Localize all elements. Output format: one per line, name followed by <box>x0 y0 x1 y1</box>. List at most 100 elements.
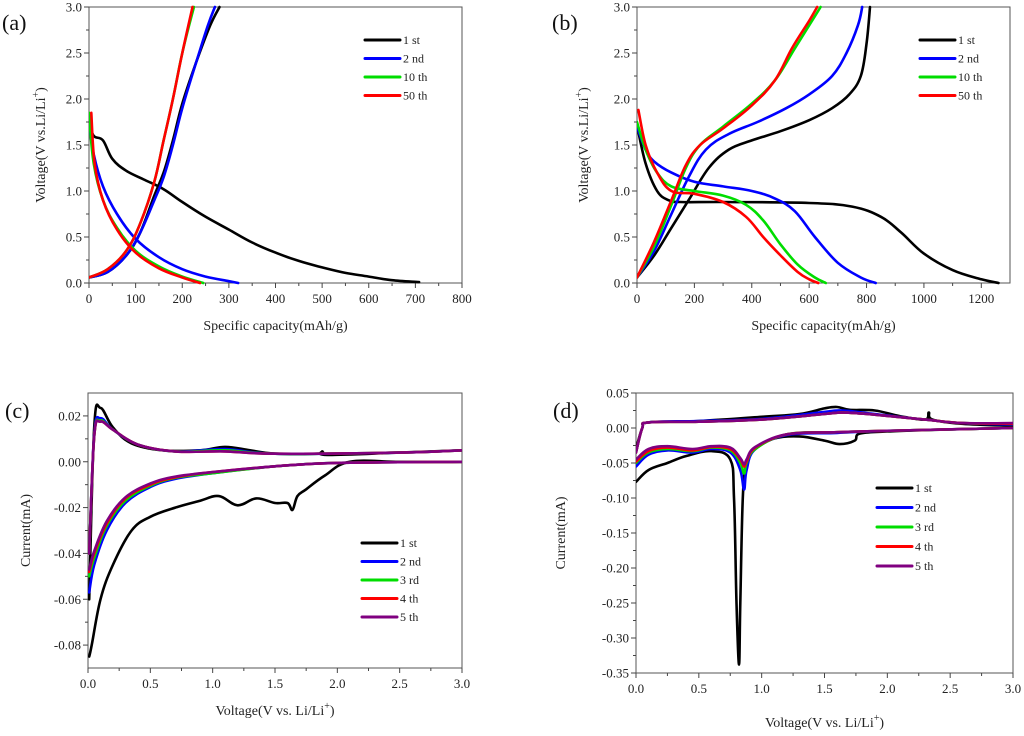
panel-d-x-tick-label: 0.0 <box>628 681 644 696</box>
panel-b-series-2-discharge <box>637 125 877 285</box>
panel-d-y-tick-label: -0.20 <box>602 561 629 576</box>
panel-a-series-4-discharge <box>90 111 202 285</box>
panel-d-x-axis-title: Voltage(V vs. Li/Li+) <box>765 713 884 731</box>
panel-d-series-1-cathodic <box>636 426 1013 666</box>
panel-c-x-tick-label: 2.5 <box>392 676 408 691</box>
panel-a-frame <box>88 6 463 284</box>
panel-b-series-3-charge <box>637 5 822 279</box>
panel-c-series-1-cathodic <box>88 459 462 658</box>
panel-c-y-axis-title: Current(mA) <box>19 494 34 567</box>
panel-a-plot-area <box>89 5 421 285</box>
panel-b-y-tick-label: 0.5 <box>614 230 630 245</box>
panel-b-label: (b) <box>552 10 578 35</box>
panel-c-y-tick-label: -0.08 <box>54 638 81 653</box>
panel-d-series-5-cathodic <box>636 426 1013 466</box>
panel-b-x-tick-label: 600 <box>799 291 819 306</box>
panel-c-legend-label: 5 th <box>400 610 418 624</box>
panel-d-plot-area <box>636 405 1013 666</box>
panel-a-x-axis-title: Specific capacity(mAh/g) <box>203 319 348 334</box>
panel-d-y-tick-label: 0.05 <box>606 386 629 401</box>
panel-b-series-2-charge <box>637 5 864 279</box>
panel-d-y-axis-title: Current(mA) <box>554 496 569 569</box>
panel-c-series-5-cathodic <box>88 460 462 571</box>
panel-b-series-1-charge <box>637 5 872 279</box>
panel-d-x-tick-label: 3.0 <box>1005 681 1021 696</box>
panel-b-x-axis-title: Specific capacity(mAh/g) <box>751 319 896 334</box>
panel-d-legend-label: 4 th <box>915 540 933 554</box>
panel-c-x-tick-label: 0.0 <box>80 676 96 691</box>
panel-d-frame <box>635 392 1014 674</box>
panel-a-y-tick-label: 2.5 <box>66 46 82 61</box>
panel-d-x-tick-label: 2.5 <box>942 681 958 696</box>
panel-c-legend-label: 1 st <box>400 536 418 550</box>
panel-a-series-1-discharge <box>89 120 421 284</box>
panel-c-y-tick-label: 0.00 <box>58 454 81 469</box>
panel-a-series-3-discharge <box>89 111 205 285</box>
panel-a-y-tick-label: 3.0 <box>66 0 82 15</box>
panel-d-legend-label: 3 rd <box>915 520 934 534</box>
panel-a-x-tick-label: 800 <box>452 291 472 306</box>
panel-d-legend-label: 5 th <box>915 559 933 573</box>
panel-a-series-4-charge <box>89 5 194 279</box>
panel-b-y-tick-label: 2.0 <box>614 92 630 107</box>
panel-d-x-tick-label: 1.5 <box>816 681 832 696</box>
panel-a-x-tick-label: 0 <box>86 291 93 306</box>
panel-b-x-tick-label: 400 <box>742 291 762 306</box>
panel-a-x-tick-label: 200 <box>173 291 193 306</box>
panel-c-x-axis-title: Voltage(V vs. Li/Li+) <box>215 701 334 719</box>
panel-b-series-1-discharge <box>637 123 1000 285</box>
panel-a-label: (a) <box>2 10 26 35</box>
panel-d-series-5-anodic <box>636 411 1013 454</box>
panel-a-y-tick-label: 1.5 <box>66 138 82 153</box>
panel-a-series-2-discharge <box>89 120 240 285</box>
panel-d-y-tick-label: -0.05 <box>602 456 629 471</box>
panel-d-x-tick-label: 0.5 <box>691 681 707 696</box>
panel-c-legend-label: 2 nd <box>400 555 421 569</box>
panel-b-y-tick-label: 0.0 <box>614 276 630 291</box>
panel-c-x-tick-label: 0.5 <box>142 676 158 691</box>
panel-a-legend-label: 50 th <box>403 89 427 103</box>
panel-d-y-tick-label: -0.15 <box>602 526 629 541</box>
panel-a-x-tick-label: 400 <box>266 291 286 306</box>
panel-c-legend-label: 3 rd <box>400 573 419 587</box>
panel-d-y-tick-label: 0.00 <box>606 421 629 436</box>
panel-a-x-tick-label: 300 <box>219 291 239 306</box>
panel-a-y-axis-title: Voltage(V vs.Li/Li+) <box>31 87 49 203</box>
panel-b-legend-label: 1 st <box>958 33 976 47</box>
panel-a-y-tick-label: 0.5 <box>66 230 82 245</box>
panel-d-x-tick-label: 1.0 <box>754 681 770 696</box>
panel-b-y-tick-label: 1.0 <box>614 184 630 199</box>
panel-c-x-tick-label: 2.0 <box>329 676 345 691</box>
panel-a-x-tick-label: 100 <box>126 291 146 306</box>
panel-b-y-axis-title: Voltage(V vs.Li/Li+) <box>574 87 592 203</box>
panel-d-y-tick-label: -0.25 <box>602 596 629 611</box>
panel-b-series-4-discharge <box>637 108 820 285</box>
panel-a: (a) 0 100 200 300 400 500 600 700 800 0.0 0.5 1.0 1.5… <box>2 0 472 334</box>
panel-a-x-tick-label: 700 <box>406 291 426 306</box>
panel-a-x-tick-label: 600 <box>359 291 379 306</box>
panel-d-y-tick-label: -0.35 <box>602 666 629 681</box>
panel-b-plot-area <box>637 5 1000 285</box>
panel-a-y-tick-label: 1.0 <box>66 184 82 199</box>
panel-c-legend-label: 4 th <box>400 592 418 606</box>
panel-a-legend-label: 1 st <box>403 33 421 47</box>
panel-c-x-tick-label: 3.0 <box>454 676 470 691</box>
panel-d: (d) 0.0 0.5 1.0 1.5 2.0 2.5 3.0 -0.35 -0.30 -0.25 -… <box>553 386 1021 732</box>
panel-c-y-tick-label: -0.04 <box>54 546 82 561</box>
panel-d-series-2-cathodic <box>636 426 1013 491</box>
panel-a-y-tick-label: 0.0 <box>66 276 82 291</box>
panel-a-y-tick-label: 2.0 <box>66 92 82 107</box>
panel-a-x-tick-label: 500 <box>312 291 332 306</box>
panel-b-x-tick-label: 1000 <box>911 291 937 306</box>
panel-c-x-tick-label: 1.5 <box>267 676 283 691</box>
panel-b-x-tick-label: 1200 <box>968 291 994 306</box>
panel-a-legend-label: 2 nd <box>403 52 424 66</box>
panel-b-x-tick-label: 0 <box>634 291 641 306</box>
panel-b-legend-label: 2 nd <box>958 52 979 66</box>
panel-d-label: (d) <box>553 398 579 423</box>
panel-b: (b) 0 200 400 600 800 1000 1200 0.0 0.5 1.0 1.5 2.0 2… <box>552 0 1011 334</box>
panel-c-frame <box>87 392 463 669</box>
panel-b-y-tick-label: 1.5 <box>614 138 630 153</box>
panel-d-y-tick-label: -0.10 <box>602 491 629 506</box>
